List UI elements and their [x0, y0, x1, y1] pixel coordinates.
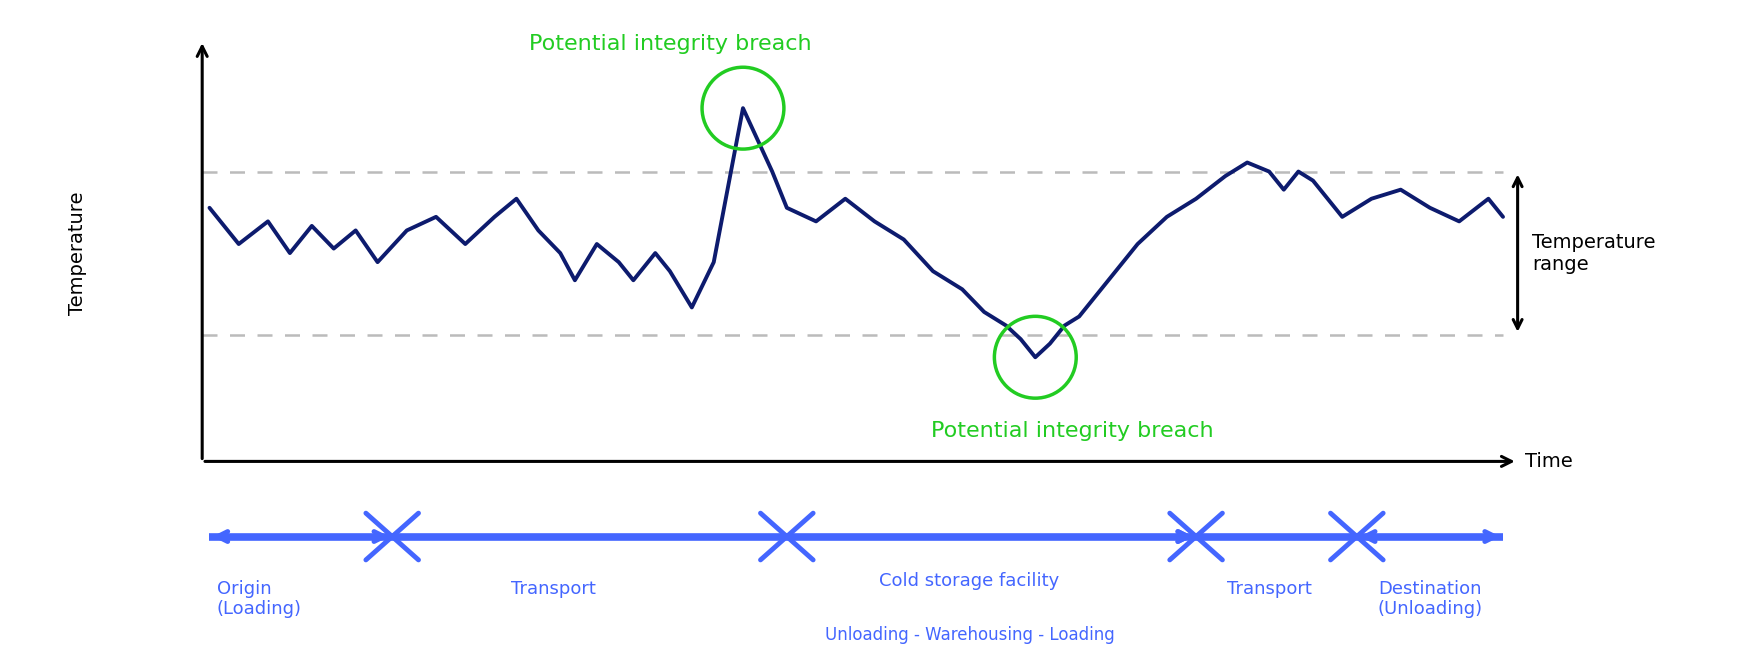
- Text: Potential integrity breach: Potential integrity breach: [930, 421, 1212, 441]
- Text: Origin
(Loading): Origin (Loading): [217, 579, 301, 619]
- Text: Unloading - Warehousing - Loading: Unloading - Warehousing - Loading: [824, 627, 1113, 645]
- Text: Potential integrity breach: Potential integrity breach: [529, 34, 810, 54]
- Text: Destination
(Unloading): Destination (Unloading): [1377, 579, 1482, 619]
- Text: Cold storage facility: Cold storage facility: [878, 573, 1059, 591]
- Text: Temperature
range: Temperature range: [1532, 232, 1656, 274]
- Text: Transport: Transport: [1226, 579, 1311, 597]
- Text: Transport: Transport: [510, 579, 595, 597]
- Text: Temperature: Temperature: [68, 191, 87, 315]
- Text: Time: Time: [1523, 452, 1572, 471]
